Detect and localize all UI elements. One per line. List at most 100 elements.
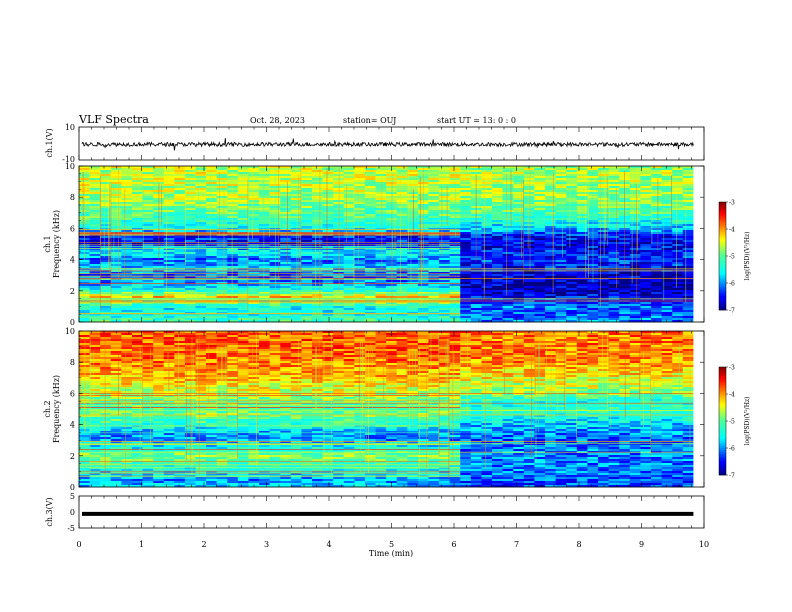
- ch1-spectrogram-cell: [650, 252, 662, 255]
- ch1-spectrogram-cell: [566, 218, 578, 221]
- ch1-spectrogram-cell: [290, 274, 302, 277]
- ch1-spectrogram-cell: [311, 198, 323, 201]
- ch1-spectrogram-cell: [301, 296, 313, 299]
- ch1-spectrogram-cell: [661, 226, 673, 229]
- ch1-spectrogram-cell: [100, 192, 112, 195]
- ch1-spectrogram-cell: [216, 226, 228, 229]
- ch1-spectrogram-cell: [280, 318, 292, 321]
- ch1-spectrogram-cell: [566, 242, 578, 245]
- ch1-spectrogram-cell: [110, 208, 122, 211]
- ch2-spectrogram-cell: [343, 331, 355, 334]
- ch1-spectrogram-cell: [523, 236, 535, 239]
- ch1-spectrogram-cell: [428, 264, 440, 267]
- ch1-spectrogram-cell: [248, 242, 260, 245]
- ch1-spectrogram-cell: [640, 200, 652, 203]
- ch2-spectrogram-cell: [396, 333, 408, 336]
- ch1-spectrogram-cell: [163, 200, 175, 203]
- ch1-spectrogram-cell: [174, 204, 186, 207]
- ch1-spectrogram-cell: [439, 208, 451, 211]
- ch1-spectrogram-cell: [481, 204, 493, 207]
- ch1-spectrogram-cell: [290, 194, 302, 197]
- ch1-spectrogram-cell: [343, 210, 355, 213]
- ch1-spectrogram-cell: [174, 292, 186, 295]
- ch1-spectrogram-cell: [121, 222, 133, 225]
- ch1-spectrogram-cell: [100, 242, 112, 245]
- ch1-spectrogram-cell: [237, 186, 249, 189]
- ch1-spectrogram-cell: [608, 278, 620, 281]
- ch1-spectrogram-cell: [598, 282, 610, 285]
- ch1-spectrogram-cell: [545, 306, 557, 309]
- ch1-spectrogram-cell: [248, 184, 260, 187]
- ch1-spectrogram-cell: [153, 306, 165, 309]
- ch2-spectrogram-cell: [439, 343, 451, 346]
- ch1-spectrogram-cell: [396, 168, 408, 171]
- ch1-spectrogram-cell: [672, 206, 684, 209]
- ch1-spectrogram-cell: [259, 318, 271, 321]
- ch1-spectrogram-cell: [364, 200, 376, 203]
- ch1-spectrogram-cell: [523, 278, 535, 281]
- ch1-spectrogram-cell: [174, 306, 186, 309]
- ch1-spectrogram-cell: [195, 288, 207, 291]
- ch1-spectrogram-cell: [566, 244, 578, 247]
- ch1-spectrogram-cell: [237, 218, 249, 221]
- ch1-spectrogram-cell: [375, 316, 387, 319]
- ch1-spectrogram-cell: [269, 218, 281, 221]
- ch1-spectrogram-cell: [333, 196, 345, 199]
- ch1-spectrogram-cell: [89, 308, 101, 311]
- ch1-spectrogram-cell: [428, 302, 440, 305]
- ch1-spectrogram-cell: [375, 174, 387, 177]
- ch1-spectrogram-cell: [290, 294, 302, 297]
- ch1-spectrogram-cell: [555, 206, 567, 209]
- ch1-spectrogram-cell: [195, 196, 207, 199]
- ch2-spectrogram-cell: [89, 345, 101, 348]
- ch1-spectrogram-cell: [460, 218, 472, 221]
- ch1-spectrogram-cell: [534, 308, 546, 311]
- ch1-spectrogram-cell: [100, 252, 112, 255]
- ch1-spectrogram-cell: [131, 290, 143, 293]
- ch1-spectrogram-cell: [110, 306, 122, 309]
- ch1-spectrogram-cell: [269, 320, 281, 323]
- ch1-spectrogram-cell: [131, 310, 143, 313]
- ch1-spectrogram-cell: [121, 226, 133, 229]
- ch1-spectrogram-cell: [216, 168, 228, 171]
- ch1-spectrogram-cell: [513, 232, 525, 235]
- ch1-spectrogram-cell: [216, 174, 228, 177]
- ch1-spectrogram-cell: [629, 254, 641, 257]
- ch1-spectrogram-cell: [216, 170, 228, 173]
- ch1-spectrogram-cell: [555, 314, 567, 317]
- ch1-spectrogram-cell: [311, 206, 323, 209]
- ch1-spectrogram-cell: [131, 192, 143, 195]
- ch1-spectrogram-cell: [428, 180, 440, 183]
- ch1-spectrogram-cell: [269, 194, 281, 197]
- ch1-spectrogram-cell: [354, 290, 366, 293]
- ch1-spectrogram-cell: [259, 288, 271, 291]
- ch1-spectrogram-cell: [195, 266, 207, 269]
- ch1-spectrogram-cell: [650, 284, 662, 287]
- ch1-spectrogram-cell: [206, 264, 218, 267]
- ch1-spectrogram-cell: [650, 250, 662, 253]
- ch1-spectrogram-cell: [534, 222, 546, 225]
- ch1-spectrogram-cell: [629, 252, 641, 255]
- ch1-spectrogram-cell: [280, 242, 292, 245]
- start-time-label: start UT = 13: 0 : 0: [437, 116, 516, 125]
- ch1-spectrogram-cell: [449, 202, 461, 205]
- ch1-spectrogram-cell: [682, 290, 694, 293]
- ch1-spectrogram-cell: [269, 310, 281, 313]
- ch1-spectrogram-cell: [555, 222, 567, 225]
- ch1-spectrogram-cell: [131, 240, 143, 243]
- ch1-spectrogram-cell: [629, 274, 641, 277]
- ch1-spectrogram-cell: [502, 176, 514, 179]
- ch2-spectrogram-cell: [174, 335, 186, 338]
- ch1-spectrogram-cell: [555, 234, 567, 237]
- ch1-spectrogram-cell: [545, 180, 557, 183]
- ch1-spectrogram-cell: [545, 222, 557, 225]
- ch1-spectrogram-cell: [333, 224, 345, 227]
- ch2-spectrogram-cell: [375, 339, 387, 342]
- ch1-spectrogram-cell: [640, 306, 652, 309]
- ch1-spectrogram-cell: [598, 304, 610, 307]
- ch1-spectrogram-cell: [492, 240, 504, 243]
- ch1-spectrogram-cell: [259, 290, 271, 293]
- ch1-spectrogram-cell: [79, 302, 90, 305]
- ch2-spectrogram-cell: [364, 343, 376, 346]
- ch1-spectrogram-cell: [576, 272, 588, 275]
